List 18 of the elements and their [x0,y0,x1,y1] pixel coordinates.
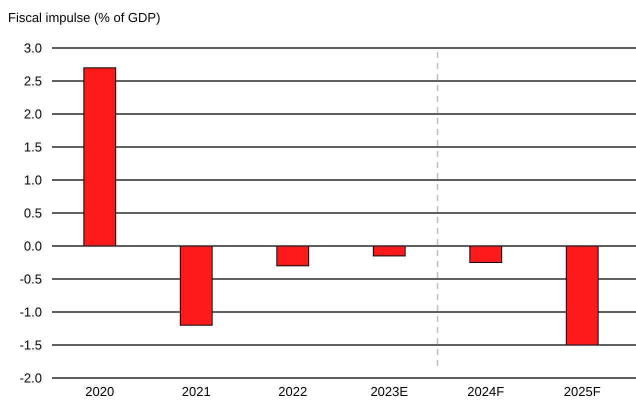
y-tick-label: 2.5 [24,74,42,89]
x-tick-label: 2023E [370,384,408,399]
y-tick-label: 3.0 [24,40,42,56]
y-tick-label: 0.5 [24,206,42,221]
y-tick-label: 2.0 [24,106,42,122]
x-tick-label: 2021 [182,384,211,399]
x-tick-label: 2024F [467,384,504,399]
x-tick-label: 2022 [278,384,308,399]
y-tick-label: -1.5 [20,338,42,353]
y-tick-label: 1.0 [24,172,42,188]
y-tick-label: -0.5 [20,272,42,287]
y-tick-label: -1.0 [20,304,42,320]
x-tick-label: 2025F [564,384,601,399]
y-tick-label: 1.5 [24,140,42,155]
x-tick-label: 2020 [85,384,114,399]
y-tick-label: 0.0 [24,238,42,254]
y-tick-label: -2.0 [20,370,42,386]
y-axis-title: Fiscal impulse (% of GDP) [8,10,160,25]
